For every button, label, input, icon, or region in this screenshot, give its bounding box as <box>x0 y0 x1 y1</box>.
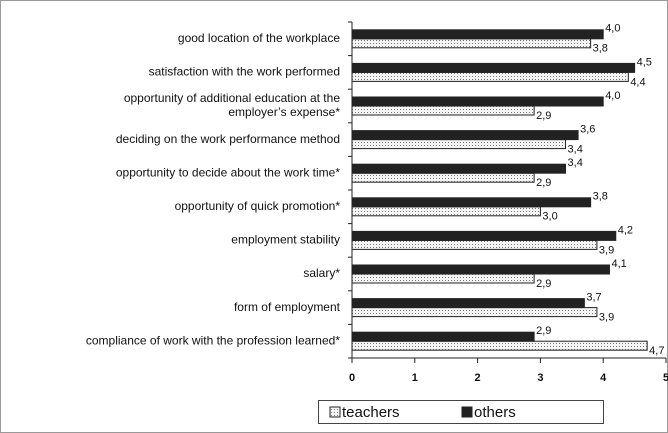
data-label: 4,1 <box>611 258 626 270</box>
data-label: 3,9 <box>599 244 614 256</box>
bar <box>351 130 579 141</box>
bar <box>351 71 629 82</box>
category-label: satisfaction with the work performed <box>149 65 340 79</box>
data-label: 4,0 <box>605 23 620 35</box>
data-label: 3,9 <box>599 312 614 324</box>
data-label: 3,6 <box>580 124 595 136</box>
bar <box>351 139 567 150</box>
data-label: 2,9 <box>536 278 551 290</box>
data-label: 4,0 <box>605 90 620 102</box>
legend-frame <box>318 400 604 424</box>
bar <box>351 38 592 49</box>
category-label: compliance of work with the profession l… <box>86 333 340 347</box>
data-label: 4,4 <box>630 76 645 88</box>
category-label: opportunity of additional education at t… <box>124 91 340 119</box>
bar <box>351 29 604 40</box>
data-label: 3,8 <box>593 191 608 203</box>
legend-swatch <box>461 406 473 418</box>
category-label: good location of the workplace <box>178 31 340 45</box>
data-label: 3,7 <box>586 292 601 304</box>
data-label: 3,8 <box>593 43 608 55</box>
data-label: 2,9 <box>536 177 551 189</box>
legend-swatch <box>329 406 341 418</box>
data-label: 4,2 <box>618 224 633 236</box>
data-label: 3,4 <box>568 157 583 169</box>
legend: teachers others <box>318 400 604 424</box>
bar <box>351 62 636 73</box>
data-label: 2,9 <box>536 325 551 337</box>
bar <box>351 340 648 351</box>
bar <box>351 331 535 342</box>
bar <box>351 273 535 284</box>
data-label: 2,9 <box>536 110 551 122</box>
bar <box>351 230 617 241</box>
bar <box>351 206 541 217</box>
bar <box>351 172 535 183</box>
category-label: opportunity to decide about the work tim… <box>116 165 340 179</box>
data-label: 4,7 <box>649 345 664 357</box>
x-tick-label: 3 <box>537 372 543 384</box>
legend-label: others <box>474 404 516 421</box>
data-label: 3,0 <box>542 211 557 223</box>
bar <box>351 264 610 275</box>
category-label: deciding on the work performance method <box>116 132 340 146</box>
bar <box>351 105 535 116</box>
data-label: 4,5 <box>637 56 652 68</box>
bar <box>351 307 598 318</box>
x-tick-label: 2 <box>475 372 481 384</box>
x-tick-label: 5 <box>663 372 668 384</box>
x-tick-label: 4 <box>600 372 607 384</box>
bar <box>351 163 567 174</box>
category-label: salary* <box>303 266 340 280</box>
category-label: employment stability <box>231 233 340 247</box>
category-label: opportunity of quick promotion* <box>175 199 341 213</box>
legend-label: teachers <box>342 404 400 421</box>
bar <box>351 298 585 309</box>
category-label: form of employment <box>234 300 341 314</box>
bar <box>351 96 604 107</box>
x-tick-label: 0 <box>349 372 355 384</box>
x-tick-label: 1 <box>412 372 418 384</box>
bar <box>351 197 592 208</box>
data-label: 3,4 <box>568 144 583 156</box>
bar <box>351 239 598 250</box>
